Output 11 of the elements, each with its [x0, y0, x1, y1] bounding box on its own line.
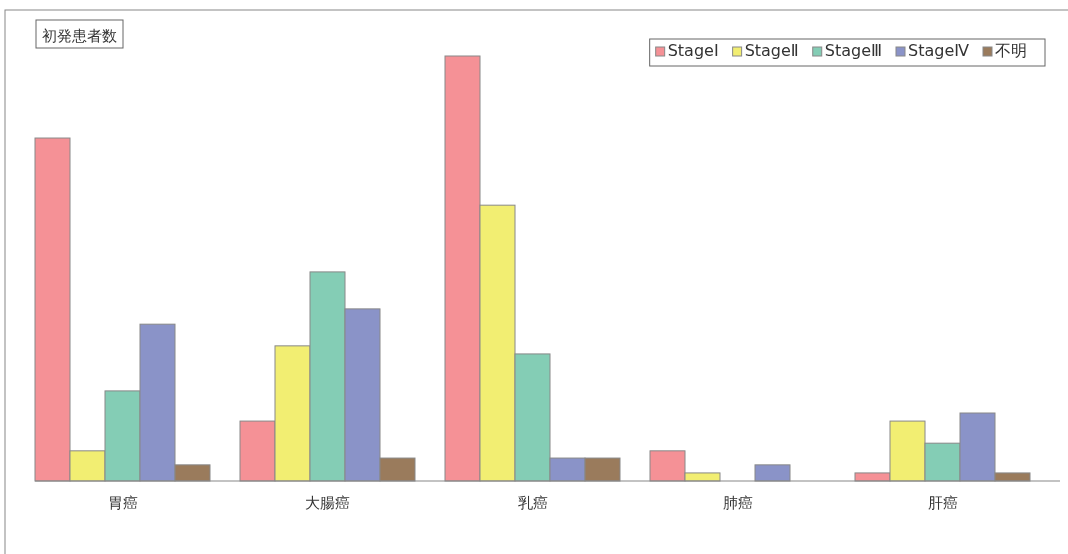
legend-label: StageⅡ [744, 41, 799, 60]
legend-label: StageⅣ [908, 41, 970, 60]
chart-title: 初発患者数 [42, 27, 117, 45]
x-tick-label: 肺癌 [722, 494, 753, 512]
legend-label: StageⅢ [824, 41, 882, 60]
x-tick-label: 肝癌 [927, 494, 958, 512]
x-tick-label: 胃癌 [107, 494, 138, 512]
x-tick-label: 大腸癌 [305, 494, 350, 512]
legend-label: StageⅠ [667, 41, 719, 60]
legend-label: 不明 [995, 41, 1027, 60]
x-tick-label: 乳癌 [517, 494, 548, 512]
